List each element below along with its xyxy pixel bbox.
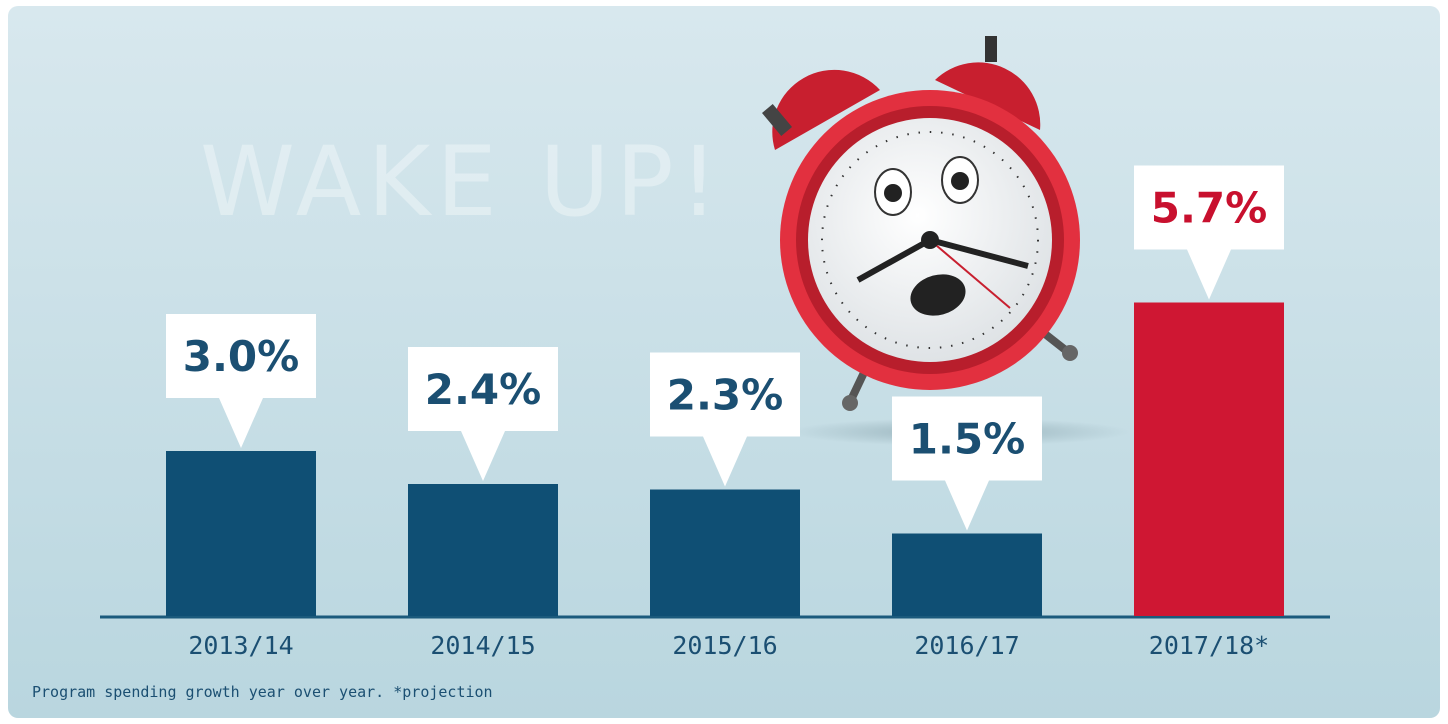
value-label: 3.0% (183, 332, 299, 381)
caption: Program spending growth year over year. … (32, 683, 493, 701)
x-tick-label: 2015/16 (672, 631, 777, 660)
value-label: 5.7% (1151, 184, 1267, 233)
bar (650, 490, 800, 617)
page: WAKE UP! Program spending growth year ov… (0, 0, 1448, 724)
chart: WAKE UP! Program spending growth year ov… (0, 0, 1448, 724)
value-label: 1.5% (909, 415, 1025, 464)
x-tick-label: 2016/17 (914, 631, 1019, 660)
value-label: 2.4% (425, 365, 541, 414)
bar (166, 451, 316, 616)
x-tick-label: 2017/18* (1149, 631, 1269, 660)
bar (408, 484, 558, 616)
value-label: 2.3% (667, 371, 783, 420)
bar (1134, 303, 1284, 617)
chart-title: WAKE UP! (200, 126, 724, 238)
x-tick-label: 2013/14 (188, 631, 293, 660)
bar (892, 534, 1042, 617)
x-tick-label: 2014/15 (430, 631, 535, 660)
